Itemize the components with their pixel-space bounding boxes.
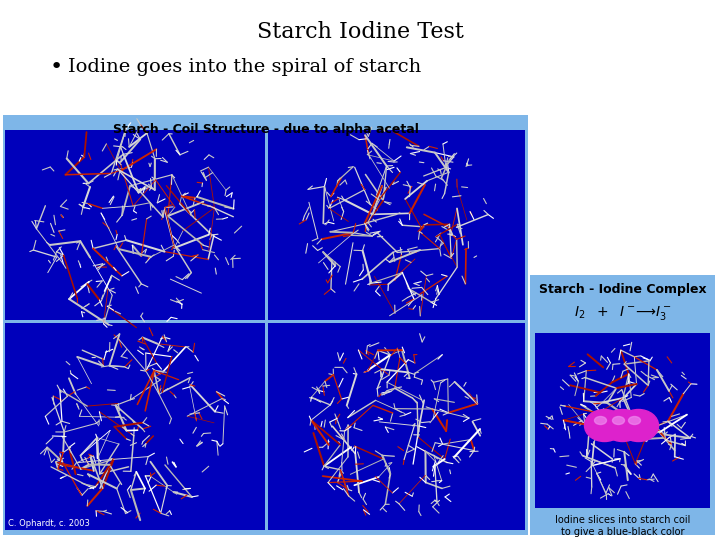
Bar — [3, 115, 528, 535]
Text: •: • — [50, 57, 63, 77]
Bar — [530, 275, 715, 535]
Ellipse shape — [629, 416, 641, 424]
Ellipse shape — [603, 409, 642, 442]
Bar — [5, 323, 265, 530]
Ellipse shape — [595, 416, 606, 424]
Bar — [5, 130, 265, 320]
Text: Iodine goes into the spiral of starch: Iodine goes into the spiral of starch — [68, 58, 421, 76]
Text: Starch Iodine Test: Starch Iodine Test — [256, 21, 464, 43]
Ellipse shape — [618, 409, 659, 442]
Text: C. Ophardt, c. 2003: C. Ophardt, c. 2003 — [8, 519, 90, 528]
Text: Iodine slices into starch coil: Iodine slices into starch coil — [555, 515, 690, 525]
Bar — [268, 323, 525, 530]
Text: $\mathit{I}_2\ \ +\ \ \mathit{I}^-\!\!\longrightarrow\!\mathit{I}_3^-$: $\mathit{I}_2\ \ +\ \ \mathit{I}^-\!\!\l… — [574, 304, 671, 322]
Text: Starch - Coil Structure - due to alpha acetal: Starch - Coil Structure - due to alpha a… — [112, 123, 418, 136]
Bar — [268, 130, 525, 320]
Ellipse shape — [585, 409, 624, 442]
Ellipse shape — [613, 416, 624, 424]
Text: to give a blue-black color: to give a blue-black color — [561, 527, 684, 537]
Text: Starch - Iodine Complex: Starch - Iodine Complex — [539, 282, 706, 295]
Bar — [535, 333, 710, 508]
